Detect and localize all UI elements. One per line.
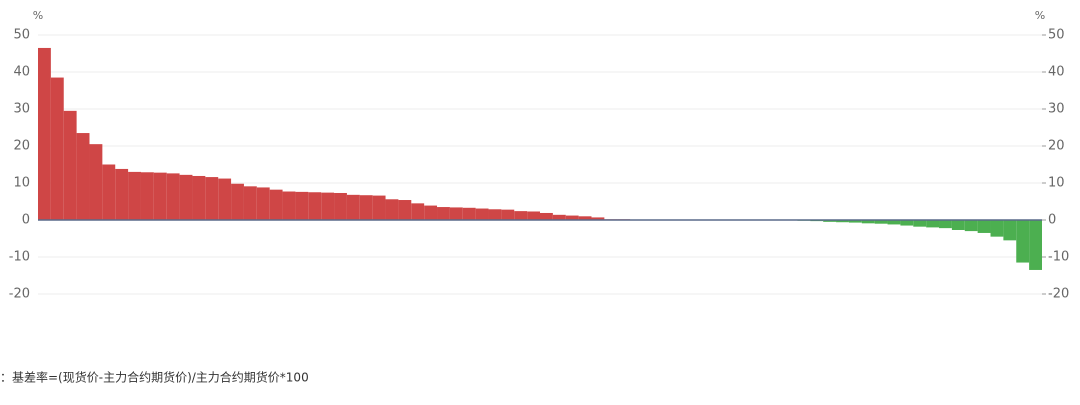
bar bbox=[153, 172, 167, 220]
bar bbox=[411, 203, 425, 220]
bar bbox=[951, 220, 965, 230]
bar bbox=[424, 205, 438, 220]
bar bbox=[321, 192, 335, 220]
bar bbox=[372, 195, 386, 220]
y-tick-label: 30 bbox=[13, 102, 30, 117]
bar bbox=[501, 209, 515, 220]
bar bbox=[179, 174, 193, 220]
bar bbox=[385, 199, 399, 220]
bar bbox=[192, 175, 206, 220]
bar bbox=[926, 220, 940, 228]
bar bbox=[437, 207, 450, 220]
bar bbox=[256, 187, 270, 220]
bar bbox=[115, 168, 129, 220]
y-tick-label: -10 bbox=[9, 250, 30, 265]
bar bbox=[578, 216, 592, 220]
bar bbox=[475, 208, 489, 220]
y-tick-label: -20 bbox=[9, 287, 30, 302]
bar bbox=[977, 220, 991, 233]
bar bbox=[591, 217, 605, 220]
bar bbox=[913, 220, 927, 227]
bar bbox=[848, 220, 862, 223]
bar bbox=[102, 164, 116, 220]
bar bbox=[308, 192, 322, 220]
bar bbox=[964, 220, 978, 232]
bar bbox=[939, 220, 952, 229]
y2-tick-label: 0 bbox=[1048, 213, 1056, 228]
y2-tick-label: 30 bbox=[1048, 102, 1065, 117]
y2-unit: % bbox=[1035, 9, 1045, 22]
bar bbox=[166, 173, 180, 220]
bar bbox=[462, 207, 476, 220]
y-tick-label: 10 bbox=[13, 176, 30, 191]
bar bbox=[552, 214, 566, 220]
y-tick-label: 40 bbox=[13, 65, 30, 80]
bar bbox=[990, 220, 1004, 237]
y2-tick-label: 20 bbox=[1048, 139, 1065, 154]
bar bbox=[836, 220, 849, 223]
bar bbox=[231, 183, 244, 220]
bar bbox=[89, 144, 103, 220]
bar bbox=[514, 211, 528, 220]
y2-tick-label: -20 bbox=[1048, 287, 1069, 302]
y-tick-label: 50 bbox=[13, 28, 30, 43]
bar bbox=[346, 194, 360, 220]
bar bbox=[218, 178, 232, 220]
bar bbox=[76, 133, 90, 220]
y2-tick-label: 50 bbox=[1048, 28, 1065, 43]
y-tick-label: 0 bbox=[22, 213, 30, 228]
bar bbox=[1016, 220, 1030, 263]
bar bbox=[874, 220, 888, 224]
bar bbox=[334, 192, 347, 220]
bar bbox=[359, 195, 373, 220]
bar bbox=[282, 191, 296, 220]
y-unit: % bbox=[33, 9, 43, 22]
bar bbox=[128, 171, 141, 220]
y2-tick-label: -10 bbox=[1048, 250, 1069, 265]
bar bbox=[823, 220, 837, 222]
bar bbox=[140, 172, 154, 220]
y2-tick-label: 10 bbox=[1048, 176, 1065, 191]
y2-tick-label: 40 bbox=[1048, 65, 1065, 80]
bar bbox=[63, 110, 77, 220]
bar bbox=[38, 47, 51, 221]
bar bbox=[295, 191, 309, 220]
bar bbox=[243, 186, 257, 220]
bar bbox=[50, 77, 64, 220]
y-tick-label: 20 bbox=[13, 139, 30, 154]
bar bbox=[887, 220, 901, 225]
note: 注：基差率=(现货价-主力合约期货价)/主力合约期货价*100 bbox=[0, 370, 309, 385]
bar bbox=[488, 209, 502, 220]
bar bbox=[398, 200, 412, 220]
bar bbox=[861, 220, 875, 224]
bar bbox=[205, 177, 219, 220]
bar bbox=[269, 189, 283, 220]
bar bbox=[1003, 220, 1017, 241]
bar bbox=[565, 215, 579, 220]
bar bbox=[527, 211, 540, 220]
bar bbox=[540, 212, 553, 220]
bar bbox=[1029, 220, 1042, 270]
bar bbox=[449, 207, 463, 220]
bar bbox=[900, 220, 914, 226]
